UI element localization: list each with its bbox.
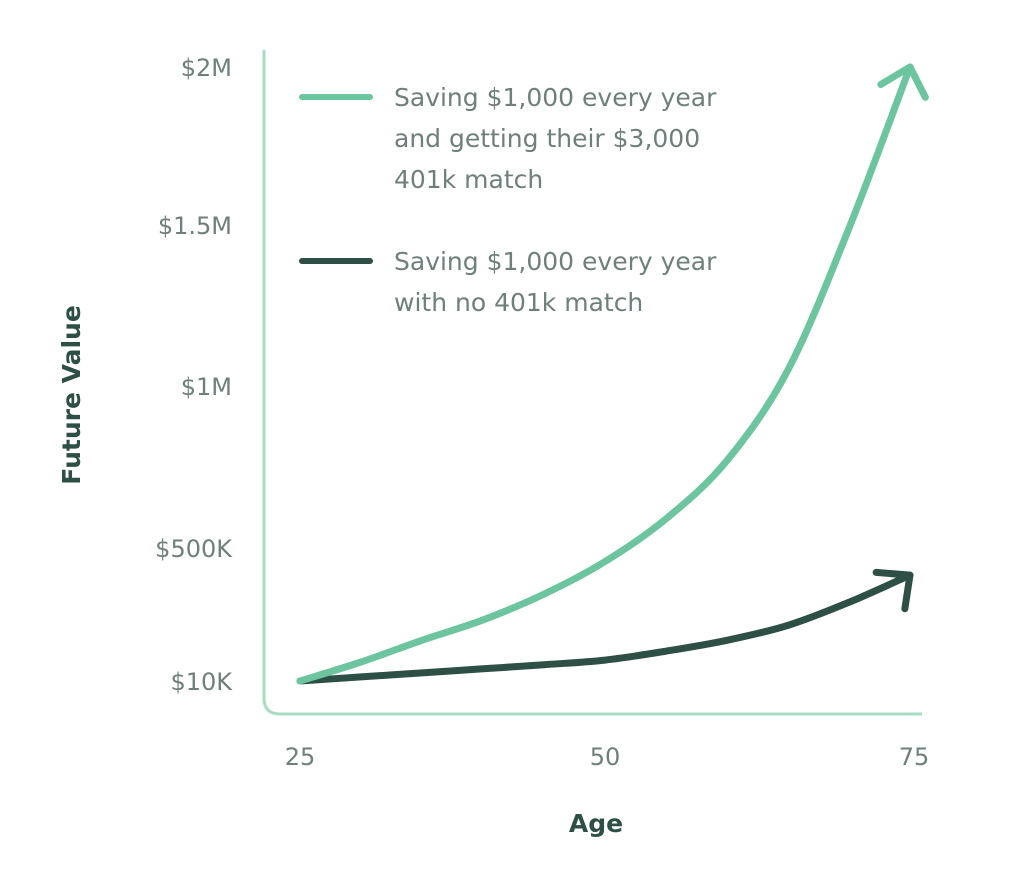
x-tick-label: 50 <box>590 743 621 771</box>
legend-label: Saving $1,000 every year <box>394 247 717 276</box>
x-tick-label: 75 <box>899 743 930 771</box>
legend-label: 401k match <box>394 165 543 194</box>
y-axis-label: Future Value <box>57 305 86 485</box>
legend-item-1: Saving $1,000 every year with no 401k mat… <box>302 247 717 317</box>
y-tick-label: $10K <box>170 668 233 696</box>
series-line-0 <box>300 67 910 681</box>
y-tick-label: $1.5M <box>158 212 232 240</box>
x-axis-label: Age <box>569 809 623 838</box>
legend-label: Saving $1,000 every year <box>394 83 717 112</box>
y-tick-label: $1M <box>181 373 232 401</box>
legend-item-0: Saving $1,000 every year and getting thei… <box>302 83 717 194</box>
y-tick-label: $500K <box>155 535 233 563</box>
legend-label: with no 401k match <box>394 288 643 317</box>
legend-label: and getting their $3,000 <box>394 124 700 153</box>
x-tick-label: 25 <box>285 743 316 771</box>
y-tick-label: $2M <box>181 54 232 82</box>
series-line-1 <box>300 575 910 681</box>
